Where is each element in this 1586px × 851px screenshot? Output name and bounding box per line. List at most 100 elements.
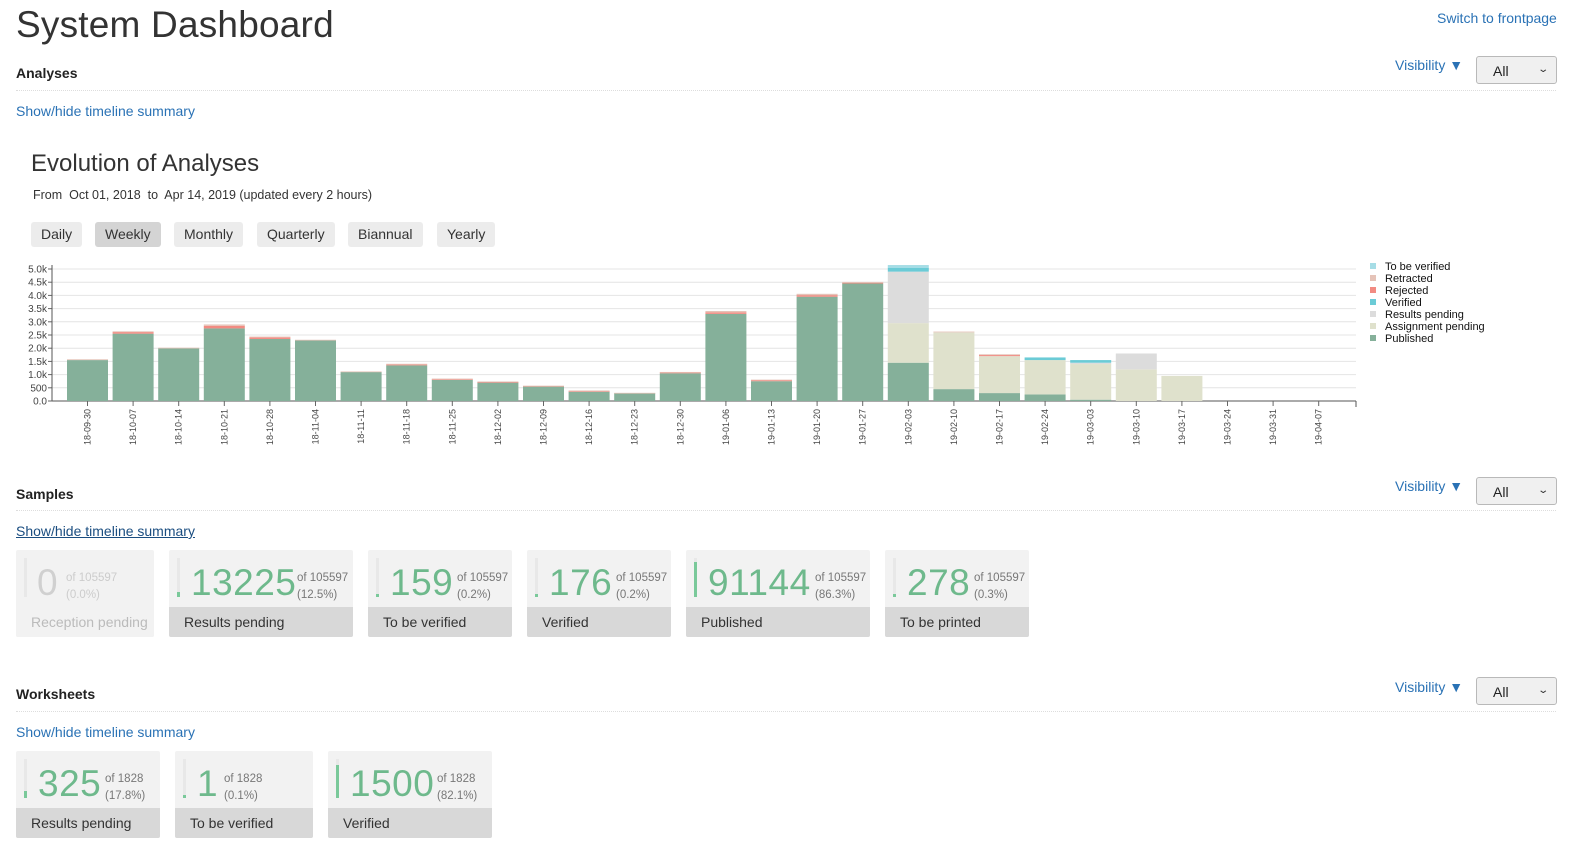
progress-bar bbox=[893, 558, 896, 597]
bar-segment-rejected bbox=[477, 381, 519, 383]
bar-segment-published bbox=[67, 360, 108, 401]
bar-segment-results-pending bbox=[1070, 362, 1112, 365]
bar-segment-retracted bbox=[614, 392, 656, 394]
worksheets-tile-results-pending[interactable]: 325 of 1828 (17.8%) Results pending bbox=[16, 751, 160, 838]
bar-segment-verified bbox=[887, 267, 929, 272]
tile-value: 176 bbox=[549, 562, 613, 603]
x-tick-label: 18-11-25 bbox=[447, 409, 457, 444]
analyses-divider bbox=[16, 90, 1556, 91]
period-monthly-button[interactable]: Monthly bbox=[174, 222, 244, 247]
samples-tile-published[interactable]: 91144 of 105597 (86.3%) Published bbox=[686, 550, 870, 637]
samples-tile-reception-pending[interactable]: 0 of 105597 (0.0%) Reception pending bbox=[16, 550, 154, 637]
x-tick-label: 18-12-02 bbox=[493, 409, 503, 445]
samples-tile-to-be-verified[interactable]: 159 of 105597 (0.2%) To be verified bbox=[368, 550, 512, 637]
period-weekly-button[interactable]: Weekly bbox=[95, 222, 161, 247]
bar-segment-published bbox=[386, 365, 428, 401]
worksheets-tile-to-be-verified[interactable]: 1 of 1828 (0.1%) To be verified bbox=[175, 751, 313, 838]
tile-total: of 105597 (0.2%) bbox=[616, 572, 668, 601]
x-tick-label: 18-12-23 bbox=[630, 409, 640, 445]
bar-segment-rejected bbox=[842, 282, 884, 284]
period-biannual-button[interactable]: Biannual bbox=[348, 222, 423, 247]
progress-track bbox=[336, 759, 339, 765]
samples-divider bbox=[16, 510, 1556, 511]
legend-label: Results pending bbox=[1385, 309, 1464, 321]
analyses-visibility-toggle[interactable]: Visibility ▼ bbox=[1395, 57, 1464, 73]
tile-label: Results pending bbox=[16, 808, 160, 838]
x-tick-label: 18-11-04 bbox=[311, 409, 321, 444]
bar-segment-rejected bbox=[386, 364, 428, 366]
x-tick-label: 19-04-07 bbox=[1314, 409, 1324, 445]
tile-total: of 105597 (0.0%) bbox=[66, 572, 118, 601]
bar-segment-retracted bbox=[431, 378, 473, 380]
x-tick-label: 19-03-03 bbox=[1086, 409, 1096, 445]
x-tick-label: 19-02-17 bbox=[995, 409, 1005, 445]
bar-segment-published bbox=[796, 296, 838, 401]
bar-segment-published bbox=[1070, 399, 1112, 401]
x-tick-label: 19-01-06 bbox=[721, 409, 731, 445]
bar-segment-retracted bbox=[203, 324, 245, 326]
progress-fill bbox=[183, 795, 186, 798]
period-quarterly-button[interactable]: Quarterly bbox=[257, 222, 335, 247]
x-tick-label: 18-11-18 bbox=[402, 409, 412, 444]
period-yearly-button[interactable]: Yearly bbox=[437, 222, 496, 247]
x-tick-label: 18-12-09 bbox=[539, 409, 549, 445]
bar-segment-published bbox=[842, 283, 884, 401]
bar-segment-published bbox=[295, 340, 336, 401]
samples-tile-verified[interactable]: 176 of 105597 (0.2%) Verified bbox=[527, 550, 671, 637]
progress-bar bbox=[694, 562, 697, 597]
worksheets-timeline-toggle[interactable]: Show/hide timeline summary bbox=[16, 724, 195, 740]
bar-segment-retracted bbox=[249, 336, 291, 338]
bar-segment-retracted bbox=[340, 371, 382, 373]
bar-segment-retracted bbox=[979, 354, 1020, 356]
worksheets-visibility-toggle[interactable]: Visibility ▼ bbox=[1395, 679, 1464, 695]
progress-track bbox=[177, 558, 180, 592]
worksheets-visibility-value: All bbox=[1493, 684, 1509, 700]
tile-label: To be printed bbox=[885, 607, 1029, 637]
samples-visibility-toggle[interactable]: Visibility ▼ bbox=[1395, 478, 1464, 494]
bar-segment-published bbox=[112, 333, 154, 401]
bar-segment-retracted bbox=[523, 385, 564, 387]
bar-segment-published bbox=[705, 313, 747, 401]
x-tick-label: 19-03-10 bbox=[1131, 409, 1141, 445]
bar-segment-assignment-pending bbox=[1070, 364, 1112, 400]
y-tick-label: 500 bbox=[30, 383, 47, 394]
x-tick-label: 18-12-30 bbox=[675, 409, 685, 445]
legend-swatch bbox=[1370, 263, 1376, 269]
tile-total: of 1828 (0.1%) bbox=[224, 773, 263, 802]
bar-segment-rejected bbox=[203, 325, 245, 329]
samples-timeline-toggle[interactable]: Show/hide timeline summary bbox=[16, 523, 195, 539]
samples-tile-to-be-printed[interactable]: 278 of 105597 (0.3%) To be printed bbox=[885, 550, 1029, 637]
x-tick-label: 18-10-21 bbox=[219, 409, 229, 445]
switch-frontpage-link[interactable]: Switch to frontpage bbox=[1437, 10, 1557, 26]
bar-segment-results-pending bbox=[1115, 353, 1157, 370]
tile-total: of 105597 (86.3%) bbox=[815, 572, 867, 601]
bar-segment-assignment-pending bbox=[1161, 375, 1203, 401]
period-daily-button[interactable]: Daily bbox=[31, 222, 83, 247]
bar-segment-published bbox=[979, 393, 1020, 401]
worksheets-visibility-select[interactable]: All ⌄ bbox=[1476, 677, 1557, 705]
tile-label: To be verified bbox=[368, 607, 512, 637]
bar-segment-to-be-verified bbox=[887, 265, 929, 268]
chevron-down-icon: ⌄ bbox=[1536, 485, 1549, 496]
legend-label: Published bbox=[1385, 333, 1433, 345]
legend-label: Verified bbox=[1385, 297, 1422, 309]
analyses-visibility-select[interactable]: All ⌄ bbox=[1476, 56, 1557, 84]
bar-segment-retracted bbox=[568, 390, 610, 392]
samples-tile-results-pending[interactable]: 13225 of 105597 (12.5%) Results pending bbox=[169, 550, 353, 637]
y-tick-label: 3.0k bbox=[28, 317, 48, 328]
progress-fill bbox=[893, 594, 896, 597]
y-tick-label: 1.0k bbox=[28, 370, 48, 381]
bar-segment-assignment-pending bbox=[979, 356, 1020, 394]
y-tick-label: 1.5k bbox=[28, 357, 48, 368]
worksheets-tile-verified[interactable]: 1500 of 1828 (82.1%) Verified bbox=[328, 751, 492, 838]
tile-label: Verified bbox=[527, 607, 671, 637]
bar-segment-retracted bbox=[751, 379, 792, 381]
page-title: System Dashboard bbox=[16, 4, 334, 45]
bar-segment-published bbox=[431, 379, 473, 401]
x-tick-label: 18-12-16 bbox=[584, 409, 594, 445]
bar-segment-published bbox=[203, 328, 245, 401]
bar-segment-published bbox=[340, 371, 382, 401]
analyses-timeline-toggle[interactable]: Show/hide timeline summary bbox=[16, 103, 195, 119]
tile-label: To be verified bbox=[175, 808, 313, 838]
samples-visibility-select[interactable]: All ⌄ bbox=[1476, 477, 1557, 505]
